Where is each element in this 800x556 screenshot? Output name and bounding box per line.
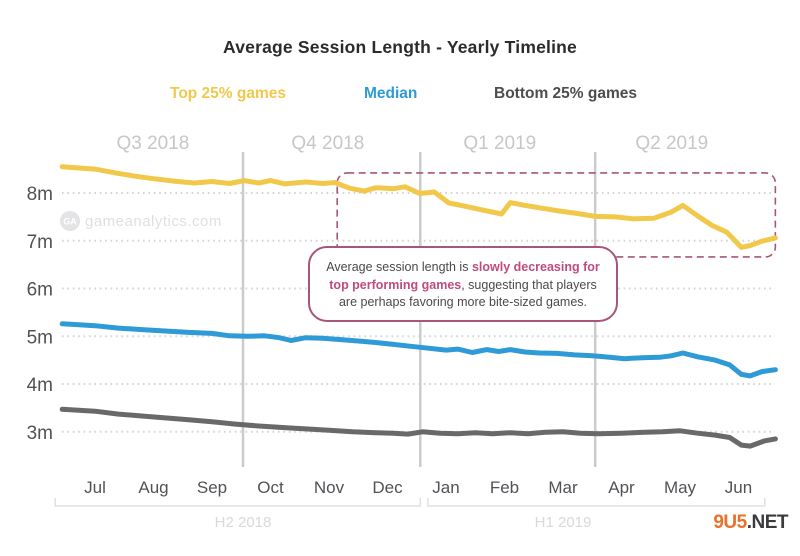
month-label-aug: Aug [138, 478, 168, 497]
site-watermark: 9U5.NET [713, 512, 788, 534]
quarter-label: Q3 2018 [116, 133, 189, 154]
month-label-mar: Mar [548, 478, 578, 497]
y-tick-label-6m: 6m [27, 280, 53, 301]
half-year-label: H1 2019 [535, 514, 592, 531]
month-label-jun: Jun [725, 478, 752, 497]
gameanalytics-logo-icon [60, 211, 80, 231]
legend-bottom-25-games: Bottom 25% games [494, 85, 637, 102]
series-line-top-25-games [59, 164, 778, 250]
y-tick-label-8m: 8m [27, 184, 53, 205]
legend-top-25-games: Top 25% games [170, 85, 287, 102]
month-label-jul: Jul [84, 478, 106, 497]
month-label-sep: Sep [197, 478, 227, 497]
month-label-oct: Oct [257, 478, 284, 497]
site-watermark-prefix: 9U5 [713, 512, 747, 533]
half-year-bracket-h1-2019 [427, 498, 766, 507]
annotation-text: Average session length is [326, 260, 472, 274]
y-tick-label-5m: 5m [27, 327, 53, 348]
half-year-label: H2 2018 [215, 514, 272, 531]
y-tick-label-7m: 7m [27, 232, 53, 253]
site-watermark-suffix: .NET [746, 512, 789, 533]
chart-title: Average Session Length - Yearly Timeline [223, 37, 577, 57]
quarter-label: Q1 2019 [463, 133, 536, 154]
quarter-label: Q2 2019 [635, 133, 708, 154]
series-line-bottom-25-games [59, 406, 778, 449]
half-year-bracket-h2-2018 [54, 498, 422, 507]
month-label-feb: Feb [490, 478, 519, 497]
legend-median: Median [364, 85, 418, 102]
annotation-text-2: , suggesting that players are perhaps fa… [338, 277, 597, 310]
y-tick-label-3m: 3m [27, 423, 53, 444]
month-label-jan: Jan [432, 478, 459, 497]
annotation-callout: Average session length is slowly decreas… [308, 246, 618, 322]
month-label-nov: Nov [314, 478, 345, 497]
annotation-highlight-text: slowly decreasing for top performing gam… [329, 260, 600, 292]
month-label-dec: Dec [372, 478, 403, 497]
y-tick-label-4m: 4m [27, 375, 53, 396]
gameanalytics-logo-text: GA [63, 217, 77, 227]
quarter-label: Q4 2018 [291, 133, 364, 154]
gameanalytics-watermark-text: gameanalytics.com [85, 213, 222, 230]
month-label-may: May [664, 478, 697, 497]
series-line-median [59, 321, 778, 379]
highlight-dashed-box [336, 172, 777, 258]
month-label-apr: Apr [608, 478, 635, 497]
